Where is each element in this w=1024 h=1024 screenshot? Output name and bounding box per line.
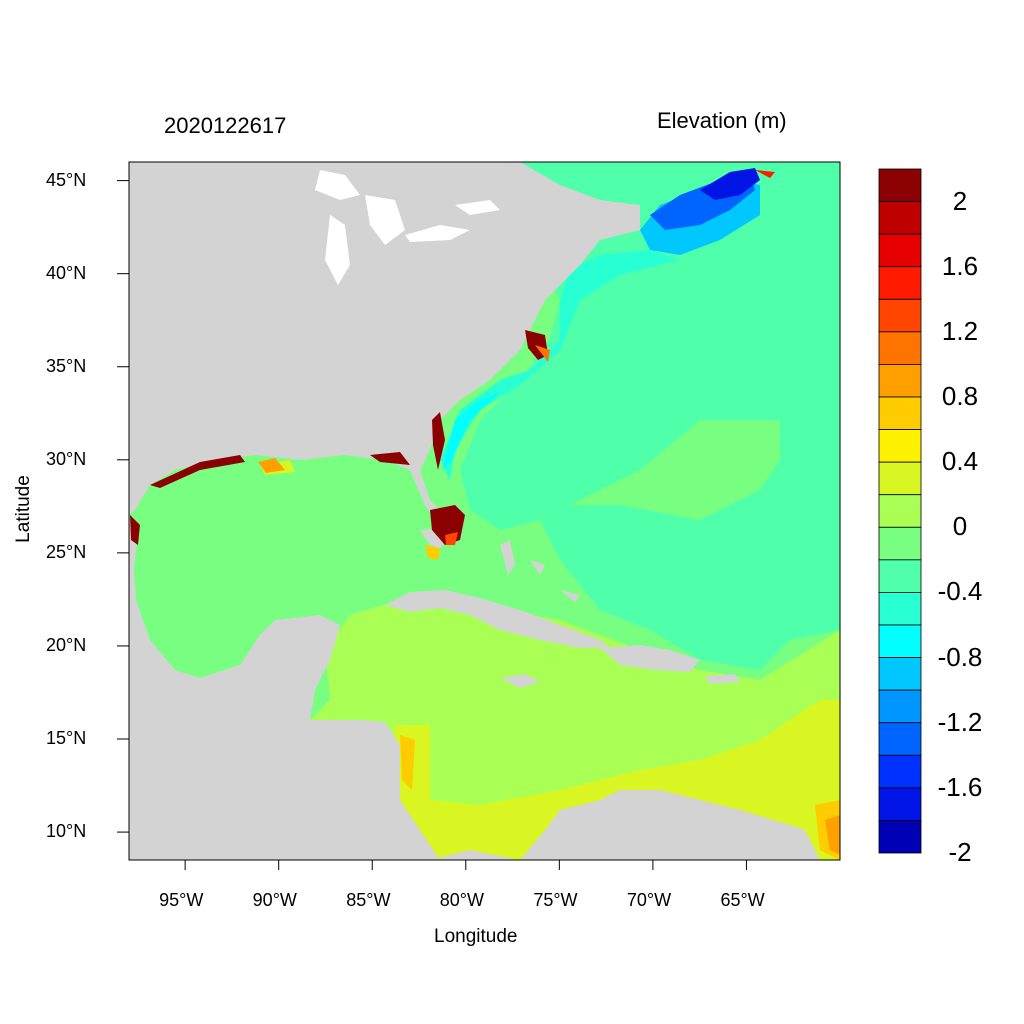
colorbar-swatch bbox=[878, 168, 922, 202]
colorbar-label: 1.6 bbox=[941, 250, 979, 281]
colorbar-label: 2 bbox=[952, 185, 968, 216]
x-tick-label: 95°W bbox=[159, 890, 204, 910]
colorbar-label: -0.8 bbox=[937, 641, 983, 672]
colorbar-swatch bbox=[878, 657, 922, 691]
x-tick-label: 65°W bbox=[720, 890, 765, 910]
y-tick-label: 30°N bbox=[46, 448, 87, 469]
gulf-maine-lowest bbox=[700, 168, 760, 200]
colorbar-swatch bbox=[878, 201, 922, 235]
y-tick-label: 10°N bbox=[46, 821, 87, 842]
coastal-deep-cyan bbox=[442, 392, 500, 470]
colorbar-swatch bbox=[878, 494, 922, 528]
colorbar-swatch bbox=[878, 787, 922, 821]
colorbar-swatch bbox=[878, 820, 922, 854]
great-lakes bbox=[315, 170, 500, 285]
y-tick-label: 25°N bbox=[46, 541, 87, 562]
x-axis-label: Longitude bbox=[434, 926, 518, 947]
y-tick-label: 35°N bbox=[46, 355, 87, 376]
colorbar-label: 0.4 bbox=[941, 446, 979, 477]
colorbar-swatch bbox=[878, 233, 922, 268]
x-tick-label: 70°W bbox=[626, 890, 672, 910]
colorbar-label: 0 bbox=[952, 511, 968, 542]
colorbar-label: -0.4 bbox=[937, 576, 983, 607]
variable-label: Elevation (m) bbox=[657, 108, 787, 133]
colorbar-swatch bbox=[878, 624, 922, 658]
colorbar bbox=[878, 168, 922, 854]
land bbox=[129, 162, 820, 860]
x-tick-label: 75°W bbox=[533, 890, 578, 910]
colorbar-swatch bbox=[878, 461, 922, 496]
y-tick-label: 40°N bbox=[46, 262, 87, 283]
colorbar-label: -1.6 bbox=[937, 771, 983, 802]
colorbar-swatch bbox=[878, 266, 922, 300]
colorbar-label: 1.2 bbox=[941, 315, 979, 346]
x-tick-label: 90°W bbox=[252, 890, 297, 910]
y-axis-label: Latitude bbox=[12, 475, 34, 543]
colorbar-label: -2 bbox=[948, 837, 972, 867]
colorbar-swatch bbox=[878, 298, 922, 333]
x-tick-marks bbox=[184, 860, 747, 870]
colorbar-swatch bbox=[878, 429, 922, 463]
plot-frame bbox=[128, 161, 841, 861]
y-tick-label: 45°N bbox=[46, 169, 87, 190]
colorbar-swatch bbox=[878, 722, 922, 756]
colorbar-swatch bbox=[878, 364, 922, 398]
colorbar-swatch bbox=[878, 331, 922, 365]
timestamp-label: 2020122617 bbox=[164, 113, 287, 138]
high-elevation-spots bbox=[130, 170, 840, 860]
y-tick-marks bbox=[117, 180, 129, 833]
y-tick-label: 15°N bbox=[46, 728, 87, 748]
colorbar-swatch bbox=[878, 396, 922, 430]
colorbar-label: -1.2 bbox=[937, 706, 983, 737]
colorbar-swatch bbox=[878, 689, 922, 724]
x-tick-label: 85°W bbox=[346, 890, 391, 910]
colorbar-swatch bbox=[878, 754, 922, 789]
colorbar-label: 0.8 bbox=[941, 381, 979, 411]
colorbar-swatch bbox=[878, 526, 922, 561]
colorbar-swatch bbox=[878, 592, 922, 626]
colorbar-swatch bbox=[878, 559, 922, 593]
map-area bbox=[129, 162, 840, 860]
x-tick-label: 80°W bbox=[439, 890, 484, 910]
y-tick-label: 20°N bbox=[46, 634, 87, 655]
